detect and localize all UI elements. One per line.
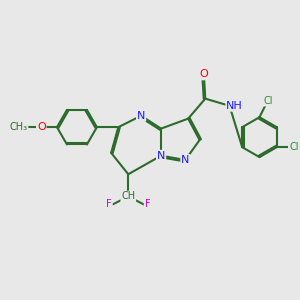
Text: Cl: Cl — [263, 96, 273, 106]
Text: F: F — [145, 200, 150, 209]
Text: NH: NH — [226, 101, 243, 111]
Text: N: N — [157, 151, 165, 161]
Text: Cl: Cl — [290, 142, 299, 152]
Text: O: O — [200, 69, 208, 80]
Text: N: N — [137, 111, 145, 121]
Text: F: F — [106, 200, 112, 209]
Text: CH₃: CH₃ — [9, 122, 28, 132]
Text: O: O — [37, 122, 46, 132]
Text: N: N — [181, 155, 190, 165]
Text: CH: CH — [121, 191, 135, 202]
